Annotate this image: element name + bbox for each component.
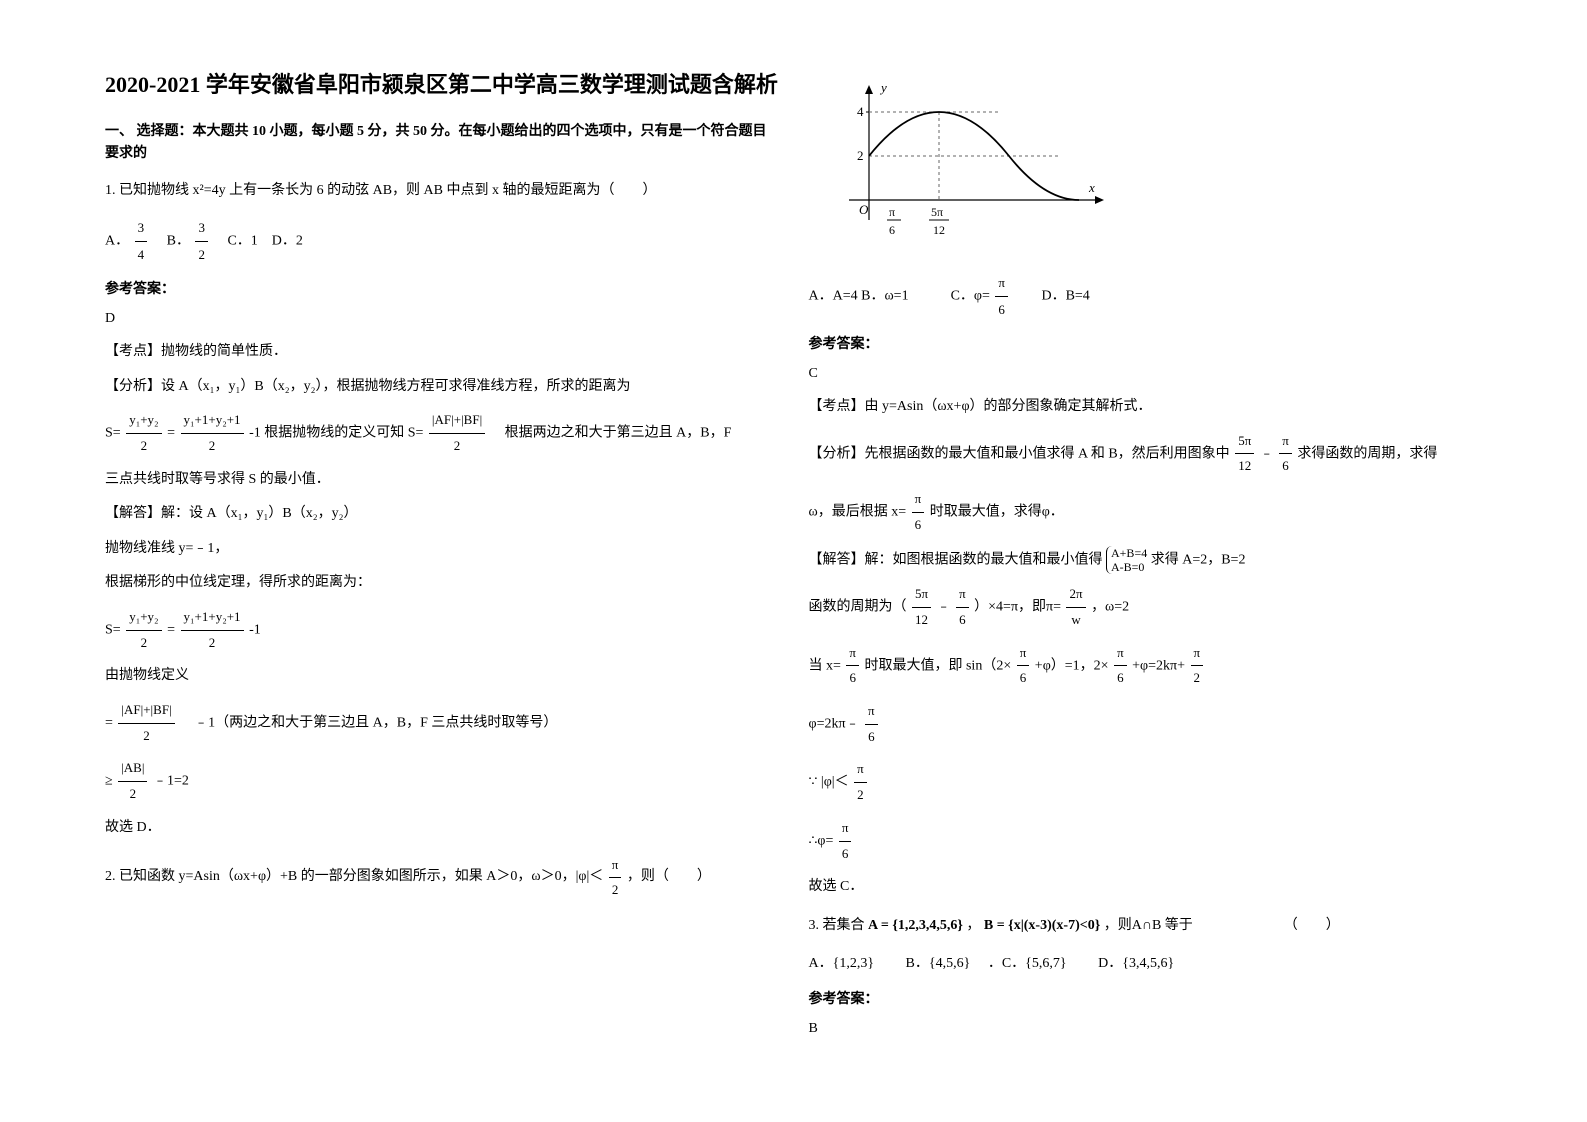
q2-kaodian: 【考点】由 y=Asin（ωx+φ）的部分图象确定其解析式． bbox=[809, 394, 1483, 421]
svg-text:12: 12 bbox=[933, 223, 945, 237]
q1-text: 1. 已知抛物线 x²=4y 上有一条长为 6 的动弦 AB，则 AB 中点到 … bbox=[105, 178, 779, 203]
q2-text: 2. 已知函数 y=Asin（ωx+φ）+B 的一部分图象如图所示，如果 A＞0… bbox=[105, 853, 779, 901]
q1-jieda-3: 根据梯形的中位线定理，得所求的距离为： bbox=[105, 570, 779, 597]
q2-jieda-3: 当 x= π6 时取最大值，即 sin（2× π6 +φ）=1，2× π6 +φ… bbox=[809, 641, 1483, 691]
q1-optB-frac: 32 bbox=[195, 215, 208, 268]
svg-text:4: 4 bbox=[857, 104, 864, 119]
svg-text:y: y bbox=[879, 80, 887, 95]
q2-jieda-2: 函数的周期为（ 5π12 ﹣ π6 ）×4=π，即π= 2πw ，ω=2 bbox=[809, 582, 1483, 632]
q2-jieda-1: 【解答】解：如图根据函数的最大值和最小值得 A+B=4A-B=0 求得 A=2，… bbox=[809, 546, 1483, 575]
q1-s-eq1: S= y₁+y₂2 = y₁+1+y₂+12 -1 根据抛物线的定义可知 S= … bbox=[105, 408, 779, 458]
q3-text: 3. 若集合 A = {1,2,3,4,5,6} ， B = {x|(x-3)(… bbox=[809, 913, 1483, 938]
section-1-header: 一、 选择题：本大题共 10 小题，每小题 5 分，共 50 分。在每小题给出的… bbox=[105, 121, 779, 166]
q2-fenxi-1: 【分析】先根据函数的最大值和最小值求得 A 和 B，然后利用图象中 5π12 ﹣… bbox=[809, 429, 1483, 479]
q1-jieda-1: 【解答】解：设 A（x₁，y₁）B（x₂，y₂） bbox=[105, 501, 779, 528]
q2-answer-label: 参考答案： bbox=[809, 333, 1483, 353]
svg-text:O: O bbox=[859, 202, 869, 217]
q1-s-eq2: S= y₁+y₂2 = y₁+1+y₂+12 -1 bbox=[105, 605, 779, 655]
q2-jieda-6: ∴φ= π6 bbox=[809, 816, 1483, 866]
q1-optB-prefix: B． bbox=[153, 233, 190, 248]
q1-answer: D bbox=[105, 306, 779, 331]
q2-jieda-7: 故选 C． bbox=[809, 874, 1483, 901]
q1-optCD: C．1 D．2 bbox=[213, 233, 302, 248]
right-column: 4 2 O y x π 6 5π 12 A．A=4 B．ω=1 C．φ= π6 … bbox=[794, 70, 1498, 1052]
q1-jieda-4: 由抛物线定义 bbox=[105, 663, 779, 690]
q3-answer-label: 参考答案： bbox=[809, 988, 1483, 1008]
q1-answer-label: 参考答案： bbox=[105, 278, 779, 298]
q1-kaodian: 【考点】抛物线的简单性质． bbox=[105, 339, 779, 366]
q1-optA-frac: 34 bbox=[135, 215, 148, 268]
q1-fenxi-1: 【分析】设 A（x₁，y₁）B（x₂，y₂），根据抛物线方程可求得准线方程，所求… bbox=[105, 374, 779, 401]
svg-text:5π: 5π bbox=[931, 205, 943, 219]
q1-jieda-2: 抛物线准线 y=﹣1， bbox=[105, 536, 779, 563]
q2-options: A．A=4 B．ω=1 C．φ= π6 D．B=4 bbox=[809, 270, 1483, 323]
q1-jieda-6: ≥ |AB|2 ﹣1=2 bbox=[105, 756, 779, 806]
q2-graph: 4 2 O y x π 6 5π 12 bbox=[829, 80, 1483, 255]
q1-jieda-7: 故选 D． bbox=[105, 815, 779, 842]
q1-options: A． 34 B． 32 C．1 D．2 bbox=[105, 215, 779, 268]
q3-answer: B bbox=[809, 1016, 1483, 1041]
q2-jieda-4: φ=2kπ﹣ π6 bbox=[809, 699, 1483, 749]
svg-text:x: x bbox=[1088, 180, 1095, 195]
svg-text:2: 2 bbox=[857, 148, 864, 163]
svg-text:π: π bbox=[889, 205, 895, 219]
q1-fenxi-2: 三点共线时取等号求得 S 的最小值． bbox=[105, 467, 779, 494]
document-title: 2020-2021 学年安徽省阜阳市颍泉区第二中学高三数学理测试题含解析 bbox=[105, 70, 779, 101]
q1-optA-prefix: A． bbox=[105, 233, 129, 248]
q2-answer: C bbox=[809, 361, 1483, 386]
q1-jieda-5: = |AF|+|BF|2 ﹣1（两边之和大于第三边且 A，B，F 三点共线时取等… bbox=[105, 698, 779, 748]
q2-fenxi-2: ω，最后根据 x= π6 时取最大值，求得φ． bbox=[809, 487, 1483, 537]
left-column: 2020-2021 学年安徽省阜阳市颍泉区第二中学高三数学理测试题含解析 一、 … bbox=[90, 70, 794, 1052]
svg-text:6: 6 bbox=[889, 223, 895, 237]
q2-jieda-5: ∵ |φ|＜ π2 bbox=[809, 757, 1483, 807]
q3-options: A．{1,2,3} B．{4,5,6} ．C．{5,6,7} D．{3,4,5,… bbox=[809, 950, 1483, 978]
